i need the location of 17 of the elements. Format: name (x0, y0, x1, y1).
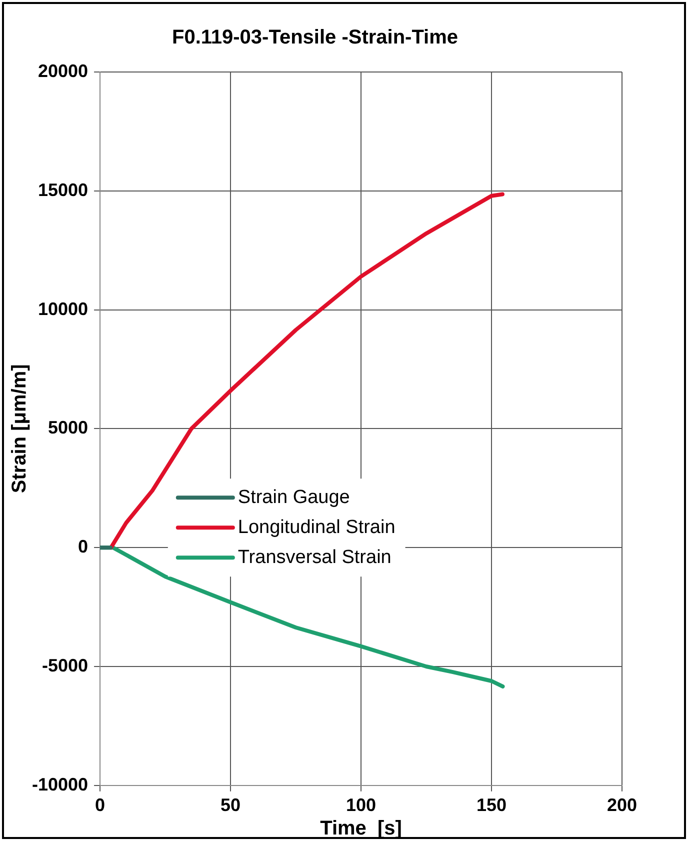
y-axis-title: Strain [μm/m] (8, 364, 31, 494)
y-tick-label: 5000 (48, 418, 88, 438)
legend-label: Longitudinal Strain (238, 516, 396, 538)
y-tick-label: 10000 (38, 298, 88, 319)
y-tick-label: 20000 (38, 60, 88, 81)
x-tick-label: 100 (346, 795, 376, 816)
y-tick-label: 15000 (38, 180, 88, 200)
legend-label: Strain Gauge (238, 486, 350, 508)
x-tick-label: 150 (476, 795, 507, 816)
chart-title: F0.119-03-Tensile -Strain-Time (172, 26, 458, 49)
y-tick-label: -10000 (32, 774, 88, 794)
legend-label: Transversal Strain (238, 546, 392, 568)
y-tick-label: -5000 (42, 655, 88, 676)
x-tick-label: 0 (95, 795, 106, 816)
x-tick-label: 50 (220, 795, 241, 816)
y-tick-label: 0 (78, 536, 88, 557)
x-tick-label: 200 (606, 795, 638, 816)
